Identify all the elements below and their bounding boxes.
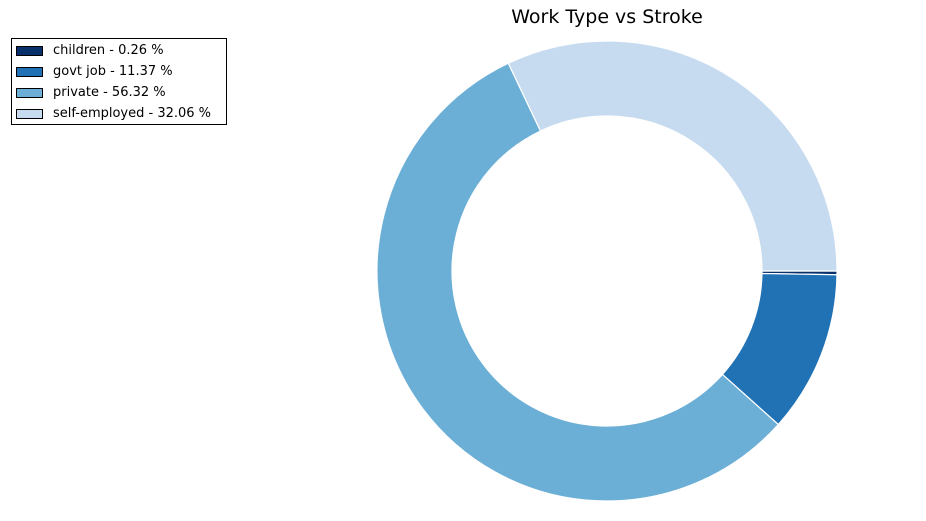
legend-item-children: children - 0.26 %: [16, 40, 164, 61]
slice-private: [376, 62, 780, 502]
legend-item-govt-job: govt job - 11.37 %: [16, 61, 173, 82]
legend-item-private: private - 56.32 %: [16, 82, 166, 103]
legend-swatch-self-employed: [16, 108, 43, 119]
chart-title: Work Type vs Stroke: [511, 6, 703, 28]
legend-label-self-employed: self-employed - 32.06 %: [53, 106, 212, 121]
legend-swatch-children: [16, 45, 43, 56]
legend-swatch-govt-job: [16, 66, 43, 77]
legend-label-private: private - 56.32 %: [53, 85, 166, 100]
chart-legend: children - 0.26 % govt job - 11.37 % pri…: [11, 38, 227, 125]
legend-label-children: children - 0.26 %: [53, 43, 164, 58]
legend-label-govt-job: govt job - 11.37 %: [53, 64, 173, 79]
legend-item-self-employed: self-employed - 32.06 %: [16, 103, 211, 124]
donut-slices: [376, 40, 838, 502]
legend-swatch-private: [16, 87, 43, 98]
slice-self-employed: [507, 40, 838, 272]
